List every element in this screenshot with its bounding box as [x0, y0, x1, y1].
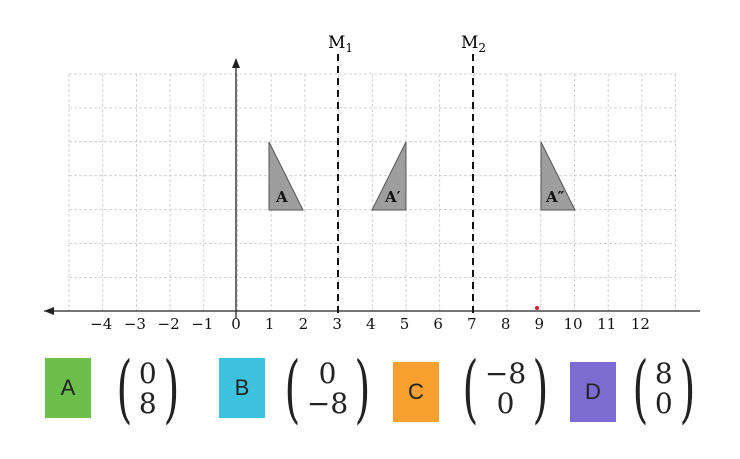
- mirror-label-m1: M1: [328, 33, 353, 55]
- option-b-vector: ( 0 −8 ): [278, 352, 377, 426]
- x-tick-label: 5: [400, 315, 410, 333]
- triangle-a-prime-label: A′: [384, 188, 401, 206]
- triangle-a-double-prime: A″: [540, 141, 576, 211]
- grid: [68, 73, 676, 312]
- x-tick-label: 0: [231, 315, 241, 333]
- option-b-label: B: [234, 375, 250, 400]
- right-paren: ): [163, 346, 180, 432]
- option-d-label: D: [585, 379, 601, 404]
- triangle-a-label: A: [275, 188, 288, 206]
- x-tick-label: 7: [467, 315, 477, 333]
- option-b-button[interactable]: B: [219, 358, 265, 418]
- x-tick-label: 1: [265, 315, 275, 333]
- triangle-a-prime: A′: [371, 141, 407, 211]
- x-tick-label: −3: [124, 315, 146, 333]
- option-a-button[interactable]: A: [45, 358, 91, 418]
- vector-bottom: −8: [306, 387, 349, 420]
- x-tick-label: −4: [90, 315, 112, 333]
- y-axis-arrow-up: [232, 58, 240, 68]
- x-tick-label: 4: [366, 315, 376, 333]
- x-tick-label: 11: [597, 315, 616, 333]
- y-axis: [232, 58, 240, 318]
- right-paren: ): [532, 346, 549, 432]
- left-paren: (: [632, 346, 649, 432]
- vector-bottom: 0: [654, 387, 673, 420]
- x-tick-label: 10: [563, 315, 582, 333]
- x-axis: [44, 307, 700, 315]
- left-paren: (: [116, 346, 133, 432]
- vector-top: 8: [654, 357, 673, 390]
- option-c-label: C: [408, 379, 424, 404]
- mirror-line-m2: M2: [461, 33, 486, 318]
- x-tick-label: −1: [191, 315, 213, 333]
- option-c-button[interactable]: C: [393, 362, 439, 422]
- x-tick-label: 9: [535, 315, 545, 333]
- x-tick-label: 12: [631, 315, 650, 333]
- left-paren: (: [284, 346, 301, 432]
- red-point: [535, 306, 539, 310]
- option-c-vector: ( −8 0 ): [456, 352, 555, 426]
- triangle-a-double-prime-label: A″: [545, 188, 565, 206]
- mirror-label-m2: M2: [461, 33, 486, 55]
- mirror-line-m1: M1: [328, 33, 353, 318]
- x-axis-arrow-left: [44, 307, 54, 315]
- triangle-a: A: [268, 141, 304, 211]
- vector-top: 0: [318, 357, 337, 390]
- x-tick-label: 8: [501, 315, 511, 333]
- x-tick-label: 2: [299, 315, 309, 333]
- vector-bottom: 0: [496, 387, 515, 420]
- x-tick-label: 3: [332, 315, 342, 333]
- vector-top: −8: [484, 357, 527, 390]
- x-tick-labels: −4 −3 −2 −1 0 1 2 3 4 5 6 7 8 9 10 11 12: [90, 315, 650, 333]
- option-d-button[interactable]: D: [570, 362, 616, 422]
- right-paren: ): [679, 346, 696, 432]
- x-tick-label: 6: [433, 315, 443, 333]
- left-paren: (: [462, 346, 479, 432]
- option-a-label: A: [60, 375, 76, 400]
- right-paren: ): [354, 346, 371, 432]
- vector-top: 0: [138, 357, 157, 390]
- x-tick-label: −2: [158, 315, 180, 333]
- vector-bottom: 8: [138, 387, 157, 420]
